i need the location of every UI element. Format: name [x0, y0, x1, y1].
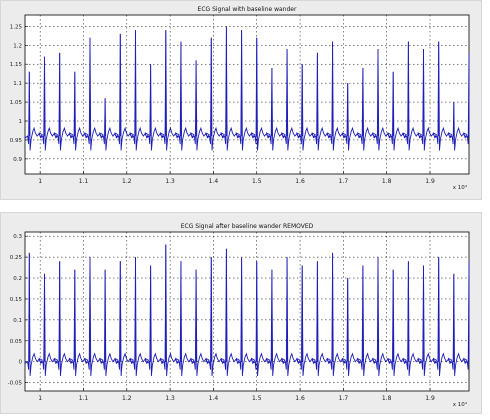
x-tick-label: 1.8: [382, 395, 392, 402]
y-tick-label: 0.9: [13, 157, 22, 163]
chart-ecg-baseline-removed: 1 1.1 1.2 1.3 1.4 1.5 1.6 1.7 1.8 1.9 -0.05 0 0.05 0.…: [8, 223, 470, 408]
x-tick-label: 1.2: [122, 395, 132, 402]
bottom-figure-panel: 1 1.1 1.2 1.3 1.4 1.5 1.6 1.7 1.8 1.9 -0.05 0 0.05 0.…: [0, 212, 482, 414]
y-tick-label: 1.25: [10, 24, 23, 30]
y-tick-label: 1.15: [10, 62, 23, 68]
y-tick-label: 1.1: [13, 81, 22, 87]
chart-title: ECG Signal after baseline wander REMOVED: [181, 223, 314, 230]
x-tick-label: 1.9: [425, 178, 435, 185]
y-tick-label: 0.2: [13, 276, 22, 282]
x-tick-label: 1: [38, 178, 42, 185]
y-tick-label: 0: [19, 360, 23, 366]
plot-area: [24, 14, 470, 175]
x-tick-label: 1.4: [209, 395, 219, 402]
chart-title: ECG Signal with baseline wander: [198, 6, 297, 13]
x-tick-label: 1.3: [165, 395, 175, 402]
y-tick-label: 0.95: [10, 138, 23, 144]
chart-ecg-with-baseline-wander: 1 1.1 1.2 1.3 1.4 1.5 1.6 1.7 1.8 1.9 0.9 0.95 1 1.05…: [10, 6, 470, 191]
y-tick-label: -0.05: [8, 381, 23, 387]
x-tick-label: 1.4: [209, 178, 219, 185]
x-tick-label: 1.8: [382, 178, 392, 185]
y-tick-label: 1: [19, 119, 23, 125]
y-tick-label: 0.05: [10, 339, 23, 345]
y-tick-label: 1.2: [13, 43, 22, 49]
x-tick-label: 1.9: [425, 395, 435, 402]
top-figure-panel: 1 1.1 1.2 1.3 1.4 1.5 1.6 1.7 1.8 1.9 0.9 0.95 1 1.05…: [0, 0, 482, 200]
ecg-series-line: [24, 26, 470, 151]
x-tick-label: 1.7: [339, 395, 349, 402]
x-tick-label: 1.6: [295, 395, 305, 402]
y-tick-label: 0.3: [13, 234, 22, 240]
x-tick-label: 1.7: [339, 178, 349, 185]
x-tick-label: 1: [38, 395, 42, 402]
x-exponent-label: x 10⁴: [453, 401, 468, 408]
x-tick-label: 1.1: [79, 395, 89, 402]
x-tick-label: 1.5: [252, 178, 262, 185]
x-tick-label: 1.5: [252, 395, 262, 402]
y-tick-label: 1.05: [10, 100, 23, 106]
x-exponent-label: x 10⁴: [453, 184, 468, 191]
x-tick-label: 1.6: [295, 178, 305, 185]
y-tick-label: 0.15: [10, 297, 23, 303]
x-tick-label: 1.1: [79, 178, 89, 185]
y-tick-label: 0.25: [10, 255, 23, 261]
ecg-series-line: [24, 244, 470, 377]
x-tick-label: 1.2: [122, 178, 132, 185]
x-tick-label: 1.3: [165, 178, 175, 185]
y-tick-label: 0.1: [13, 318, 22, 324]
